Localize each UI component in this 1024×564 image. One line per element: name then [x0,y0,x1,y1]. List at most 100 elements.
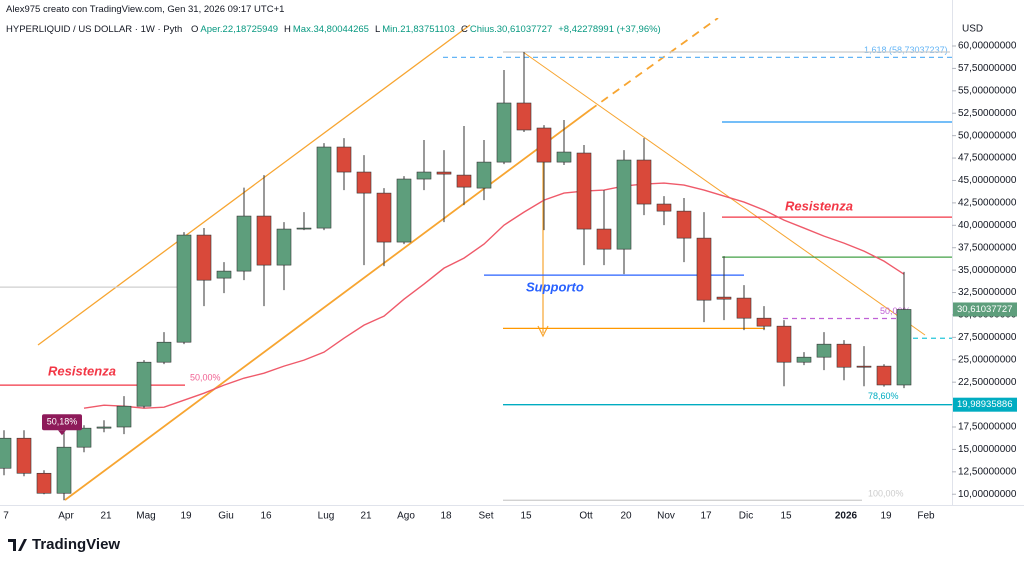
candle-body [896,309,912,386]
x-tick-label: 15 [520,511,532,522]
trend-line [589,18,719,111]
badge-pointer [58,430,66,436]
y-tick-label: 57,50000000 [958,63,1017,74]
change: +8,42278991 (+37,96%) [558,24,661,35]
candle-body [196,234,212,281]
y-tick-label: 42,50000000 [958,198,1017,209]
ohlc-value: Min.21,83751103 [382,24,455,35]
candle-body [736,297,752,319]
x-tick-label: Nov [657,511,675,522]
candle-body [136,361,152,407]
x-tick-label: Apr [58,511,74,522]
candle-body [836,343,852,368]
x-tick-label: 20 [620,511,632,522]
x-tick-label: 18 [440,511,452,522]
y-tick-label: 60,00000000 [958,41,1017,52]
candle-body [396,178,412,243]
candle-body [556,151,572,163]
candle-body [876,365,892,386]
y-tick-label: 50,00000000 [958,130,1017,141]
brand: TradingView [32,536,120,553]
x-tick-label: 7 [3,511,9,522]
candle-body [76,427,92,448]
candle-body [696,237,712,301]
candle-body [336,146,352,173]
candle-body [316,146,332,229]
candle-body [596,228,612,250]
y-tick-label: 12,50000000 [958,466,1017,477]
ohlc-key: H [284,24,291,35]
candle-body [536,127,552,163]
x-tick-label: 15 [780,511,792,522]
candle-body [476,161,492,189]
y-tick-label: 27,50000000 [958,332,1017,343]
y-tick-label: 10,00000000 [958,489,1017,500]
x-tick-label: 16 [260,511,272,522]
candle-body [576,152,592,230]
candle-body [416,171,432,180]
candle-body [256,215,272,266]
candle-body [776,325,792,363]
x-tick-label: 21 [100,511,112,522]
y-tick-label: 35,00000000 [958,265,1017,276]
x-tick-label: Ott [579,511,593,522]
candle-body [456,174,472,188]
ohlc-key: C [460,24,468,35]
y-tick-label: 47,50000000 [958,153,1017,164]
candle-body [516,102,532,131]
currency: USD [962,24,983,35]
x-tick-label: 21 [360,511,372,522]
candle-body [176,234,192,343]
fib-label: 50,00% [190,373,221,383]
trend-line [64,109,591,501]
level-label: 50,00% [880,306,911,316]
level-label: Resistenza [785,199,853,214]
candle-body [376,192,392,243]
candle-body [436,171,452,175]
credit: Alex975 creato con TradingView.com, Gen … [6,4,285,15]
ohlc-value: Max.34,80044265 [292,24,369,35]
ohlc-key: L [374,24,381,35]
candle-body [276,228,292,266]
candle-body [96,426,112,429]
candle-body [656,203,672,212]
candle-body [156,341,172,363]
candle-body [16,437,32,474]
x-tick-label: Ago [397,511,415,522]
x-tick-label: 2026 [835,511,858,522]
x-tick-label: 19 [880,511,892,522]
x-tick-label: Feb [917,511,935,522]
moving-average [83,182,905,409]
plot-area: Resistenza Supporto Resistenza 78,60% 1,618 … [0,18,952,501]
candle-body [116,405,132,428]
candle-body [496,102,512,163]
price-badge [953,397,1017,412]
trend-line [37,24,471,346]
candle-body [816,343,832,358]
level-label: Supporto [526,280,584,295]
price-badge-label: 30,61037727 [957,304,1012,315]
level-label: 1,618 (58,73037237) [864,45,948,55]
candle-body [856,365,872,368]
ohlc-key: O [190,24,199,35]
level-label: 100,00% [868,489,904,499]
candle-body [676,210,692,239]
candle-body [236,215,252,272]
x-tick-label: 17 [700,511,712,522]
candle-body [716,296,732,300]
y-tick-label: 52,50000000 [958,108,1017,119]
y-tick-label: 22,50000000 [958,377,1017,388]
y-tick-label: 55,00000000 [958,85,1017,96]
y-tick-label: 45,00000000 [958,175,1017,186]
x-tick-label: 19 [180,511,192,522]
candle-body [636,159,652,205]
y-tick-label: 25,00000000 [958,354,1017,365]
level-label: Resistenza [48,364,116,379]
x-tick-label: Dic [739,511,753,522]
price-badge-label: 19,98935886 [957,399,1012,410]
x-tick-label: Lug [318,511,335,522]
y-tick-label: 15,00000000 [958,444,1017,455]
legend-header: HYPERLIQUID / US DOLLAR · 1W · Pyth O Ape… [6,24,667,35]
